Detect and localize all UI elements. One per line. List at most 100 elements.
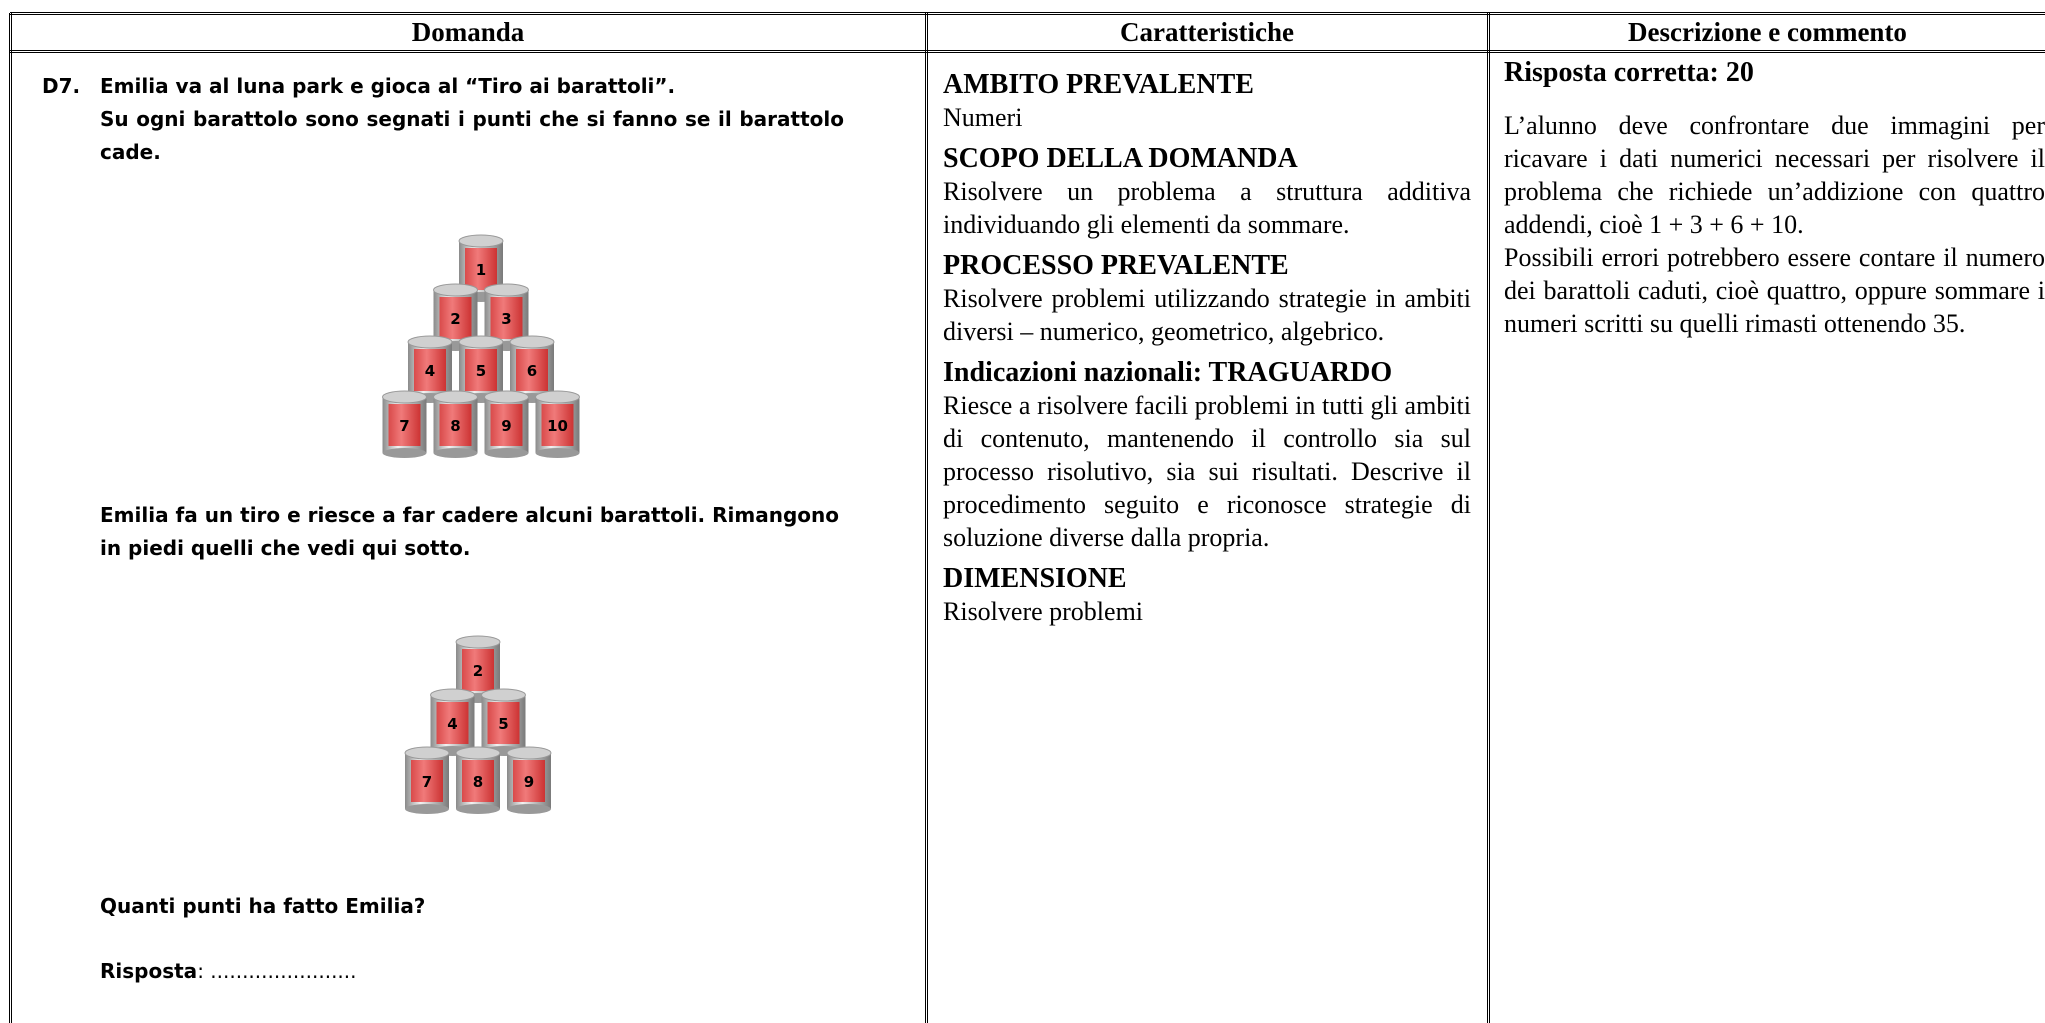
can-number: 8 xyxy=(473,773,483,791)
can-number: 6 xyxy=(527,362,537,380)
can-top xyxy=(455,635,501,649)
can-number: 10 xyxy=(547,417,568,435)
rule xyxy=(925,13,928,1023)
can-label xyxy=(388,404,421,446)
can-label xyxy=(541,404,574,446)
can-bottom xyxy=(382,448,427,458)
can-top xyxy=(458,234,504,248)
section-body: Risolvere problemi utilizzando strategie… xyxy=(943,284,1471,346)
can-bottom xyxy=(433,448,478,458)
can: 5 xyxy=(481,688,526,756)
question-number: D7. xyxy=(42,74,81,98)
rule xyxy=(10,12,2045,15)
text: Emilia va al luna park e gioca al “Tiro … xyxy=(100,74,676,98)
answer-label: Risposta xyxy=(100,959,198,983)
answer-blank: : ....................... xyxy=(197,959,357,983)
description: Risposta corretta: 20 L’alunno deve conf… xyxy=(1504,56,2045,340)
can: 7 xyxy=(382,390,427,458)
can-top xyxy=(481,688,526,702)
can-number: 2 xyxy=(450,310,460,328)
can: 10 xyxy=(535,390,580,458)
can: 8 xyxy=(433,390,478,458)
can-top xyxy=(484,390,529,404)
question-intro: Emilia va al luna park e gioca al “Tiro … xyxy=(100,70,844,169)
can-label xyxy=(513,760,545,802)
question-middle: Emilia fa un tiro e riesce a far cadere … xyxy=(100,503,839,560)
can-label xyxy=(462,649,494,691)
can-number: 4 xyxy=(425,362,435,380)
characteristics: AMBITO PREVALENTE Numeri SCOPO DELLA DOMAN… xyxy=(943,68,1471,628)
text: Su ogni barattolo sono segnati i punti c… xyxy=(100,107,844,164)
can-number: 3 xyxy=(501,310,511,328)
can-number: 2 xyxy=(473,662,483,680)
can-bottom xyxy=(507,804,551,814)
section-heading: PROCESSO PREVALENTE xyxy=(943,250,1289,281)
can: 7 xyxy=(404,746,450,814)
can-top xyxy=(455,746,501,760)
can-top xyxy=(382,390,427,404)
section-body: Risolvere problemi xyxy=(943,597,1144,626)
can-top xyxy=(509,335,555,349)
can: 2 xyxy=(455,635,501,703)
section-body: Riesce a risolvere facili problemi in tu… xyxy=(943,391,1471,552)
can-label xyxy=(462,760,494,802)
section-heading: AMBITO PREVALENTE xyxy=(943,69,1254,100)
can: 9 xyxy=(484,390,529,458)
can-label xyxy=(439,297,472,339)
can-label xyxy=(487,702,520,744)
can-top xyxy=(535,390,580,404)
can-label xyxy=(465,349,497,391)
can-top xyxy=(404,746,450,760)
can-top xyxy=(430,688,475,702)
paragraph: L’alunno deve confrontare due immagini p… xyxy=(1504,111,2045,239)
can-number: 7 xyxy=(422,773,432,791)
section-heading: SCOPO DELLA DOMANDA xyxy=(943,143,1298,174)
can-number: 5 xyxy=(498,715,508,733)
section-heading: DIMENSIONE xyxy=(943,563,1127,594)
can-label xyxy=(465,248,497,290)
can-number: 1 xyxy=(476,261,486,279)
can-number: 5 xyxy=(476,362,486,380)
can-number: 9 xyxy=(501,417,511,435)
can-label xyxy=(490,404,523,446)
can-label xyxy=(516,349,548,391)
can-label xyxy=(490,297,523,339)
can-number: 8 xyxy=(450,417,460,435)
can-number: 7 xyxy=(399,417,409,435)
section-body: Numeri xyxy=(943,103,1023,132)
can-top xyxy=(506,746,552,760)
can: 9 xyxy=(506,746,552,814)
can-bottom xyxy=(456,804,500,814)
header-cell: Descrizione e commento xyxy=(1628,17,1907,47)
header-cell: Domanda xyxy=(411,17,525,47)
section-heading: Indicazioni nazionali: TRAGUARDO xyxy=(943,357,1393,388)
can: 8 xyxy=(455,746,501,814)
can: 4 xyxy=(430,688,475,756)
can-number: 9 xyxy=(524,773,534,791)
can-top xyxy=(458,335,504,349)
can-top xyxy=(484,283,529,297)
can-top xyxy=(433,390,478,404)
rule xyxy=(10,50,2045,53)
can-label xyxy=(411,760,443,802)
header-cell: Caratteristiche xyxy=(1120,17,1294,47)
can-label xyxy=(436,702,469,744)
can-number: 4 xyxy=(447,715,457,733)
can-label xyxy=(439,404,472,446)
section-body: Risolvere un problema a struttura additi… xyxy=(943,177,1471,239)
description-heading: Risposta corretta: 20 xyxy=(1504,57,1754,88)
paragraph: Possibili errori potrebbero essere conta… xyxy=(1504,243,2045,338)
can: 5 xyxy=(458,335,504,403)
rule xyxy=(9,13,12,1023)
can-label xyxy=(414,349,446,391)
rule xyxy=(1487,13,1490,1023)
can-top xyxy=(407,335,453,349)
can-bottom xyxy=(535,448,580,458)
question-ask: Quanti punti ha fatto Emilia? xyxy=(100,894,426,918)
can-top xyxy=(433,283,478,297)
can-bottom xyxy=(405,804,449,814)
can-bottom xyxy=(484,448,529,458)
answer-line: Risposta: ....................... xyxy=(100,955,357,988)
